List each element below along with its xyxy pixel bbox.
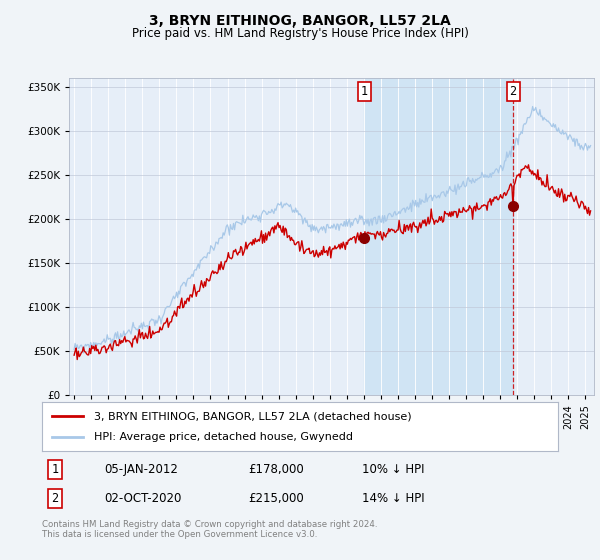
Bar [364, 78, 513, 395]
Text: 3, BRYN EITHINOG, BANGOR, LL57 2LA (detached house): 3, BRYN EITHINOG, BANGOR, LL57 2LA (deta… [94, 411, 411, 421]
Text: Contains HM Land Registry data © Crown copyright and database right 2024.
This d: Contains HM Land Registry data © Crown c… [42, 520, 377, 539]
Text: 14% ↓ HPI: 14% ↓ HPI [362, 492, 425, 505]
Text: 3, BRYN EITHINOG, BANGOR, LL57 2LA: 3, BRYN EITHINOG, BANGOR, LL57 2LA [149, 14, 451, 28]
Text: Price paid vs. HM Land Registry's House Price Index (HPI): Price paid vs. HM Land Registry's House … [131, 27, 469, 40]
Text: 10% ↓ HPI: 10% ↓ HPI [362, 463, 424, 476]
Text: 1: 1 [52, 463, 58, 476]
Text: 2: 2 [52, 492, 58, 505]
Text: 05-JAN-2012: 05-JAN-2012 [104, 463, 178, 476]
Text: £215,000: £215,000 [248, 492, 304, 505]
Text: HPI: Average price, detached house, Gwynedd: HPI: Average price, detached house, Gwyn… [94, 432, 353, 442]
Text: 2: 2 [509, 85, 517, 97]
Text: 02-OCT-2020: 02-OCT-2020 [104, 492, 181, 505]
Text: 1: 1 [361, 85, 368, 97]
Text: £178,000: £178,000 [248, 463, 304, 476]
